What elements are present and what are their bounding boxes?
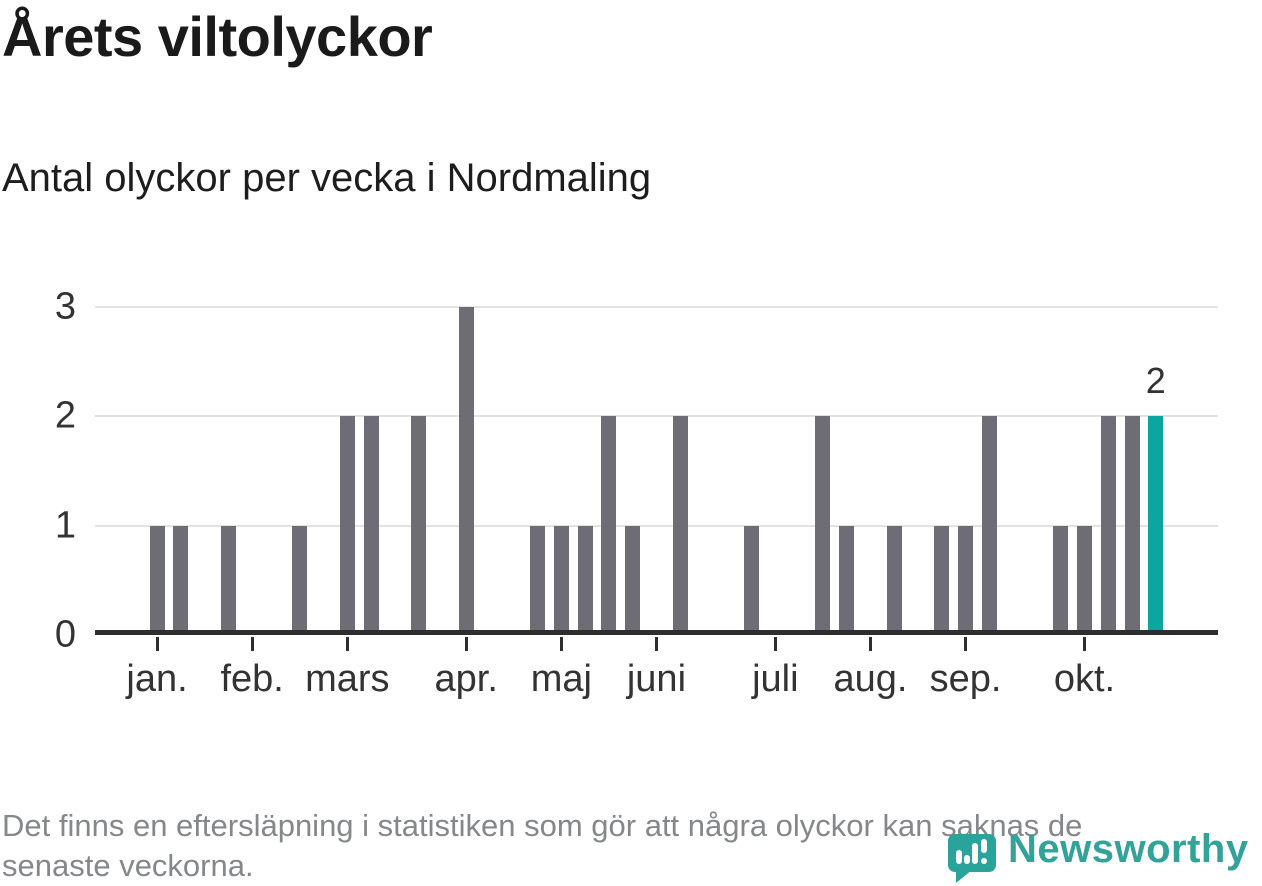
x-tick-label: okt. <box>1053 658 1116 700</box>
bar <box>292 525 308 635</box>
x-tick-label: juni <box>626 658 687 700</box>
pin-bar-icon <box>956 850 962 864</box>
pin-bar-icon <box>964 855 970 864</box>
gridline <box>95 306 1218 308</box>
x-tick-label: mars <box>305 658 390 700</box>
bar <box>1124 416 1140 635</box>
x-tick-label: sep. <box>929 658 1002 700</box>
bar <box>411 416 427 635</box>
bar <box>958 525 974 635</box>
x-tick-label: feb. <box>220 658 284 700</box>
bar <box>815 416 831 635</box>
x-tick-label: apr. <box>434 658 498 700</box>
bar <box>553 525 569 635</box>
footnote-line1: Det finns en eftersläpning i statistiken… <box>2 808 1083 843</box>
y-tick-label: 2 <box>54 394 76 437</box>
bar <box>1100 416 1116 635</box>
bar <box>625 525 641 635</box>
value-label: 2 <box>1145 360 1166 402</box>
x-axis-tick <box>964 637 968 651</box>
pin-tail <box>956 870 972 883</box>
y-tick-label: 3 <box>54 285 76 328</box>
x-axis-line <box>95 630 1218 635</box>
newsworthy-pin-icon <box>948 834 996 883</box>
x-axis-tick <box>868 637 872 651</box>
pin-bar-icon <box>972 843 978 864</box>
x-tick-label: aug. <box>833 658 908 700</box>
chart-subtitle: Antal olyckor per vecka i Nordmaling <box>2 156 652 200</box>
plot-area: jan. feb. mars apr. maj juni juli aug. sep. okt. 2 <box>95 306 1218 700</box>
x-tick-label: juli <box>752 658 799 700</box>
bar <box>672 416 688 635</box>
gridline <box>95 524 1218 527</box>
x-axis-tick <box>654 637 658 651</box>
y-tick-label: 1 <box>54 504 76 547</box>
x-tick-label: jan. <box>126 658 188 700</box>
bar <box>744 525 760 635</box>
x-axis-tick <box>773 637 777 651</box>
x-axis-tick <box>250 637 254 651</box>
bar <box>363 416 379 635</box>
bar <box>1053 525 1069 635</box>
bar <box>173 525 189 635</box>
x-axis-tick <box>345 637 349 651</box>
newsworthy-wordmark: Newsworthy <box>1008 827 1249 871</box>
footnote: Det finns en eftersläpning i statistiken… <box>2 806 1082 886</box>
bar <box>577 525 593 635</box>
x-axis-tick <box>464 637 468 651</box>
page-title: Årets viltolyckor <box>2 5 433 68</box>
bar <box>530 525 546 635</box>
gridline <box>95 415 1218 418</box>
newsworthy-logo: Newsworthy <box>948 827 1249 883</box>
x-axis-tick <box>559 637 563 651</box>
pin-exclamation-icon <box>981 839 987 853</box>
bar <box>149 525 165 635</box>
bar-highlighted <box>1148 416 1164 635</box>
bar <box>601 416 617 635</box>
x-axis-tick <box>1082 637 1086 651</box>
x-axis-tick <box>155 637 159 651</box>
bar <box>886 525 902 635</box>
y-axis-labels: 0 1 2 3 <box>0 286 76 656</box>
bar <box>934 525 950 635</box>
bar <box>1076 525 1092 635</box>
footnote-line2: senaste veckorna. <box>2 848 254 883</box>
y-tick-label: 0 <box>54 613 76 656</box>
x-tick-label: maj <box>530 658 592 700</box>
bar <box>220 525 236 635</box>
bar <box>458 307 474 635</box>
bar-chart: 0 1 2 3 jan. feb. mars apr. maj juni juli aug. sep.… <box>0 286 1218 700</box>
bar <box>339 416 355 635</box>
bar <box>839 525 855 635</box>
pin-exclamation-dot-icon <box>981 858 987 864</box>
bar <box>981 416 997 635</box>
